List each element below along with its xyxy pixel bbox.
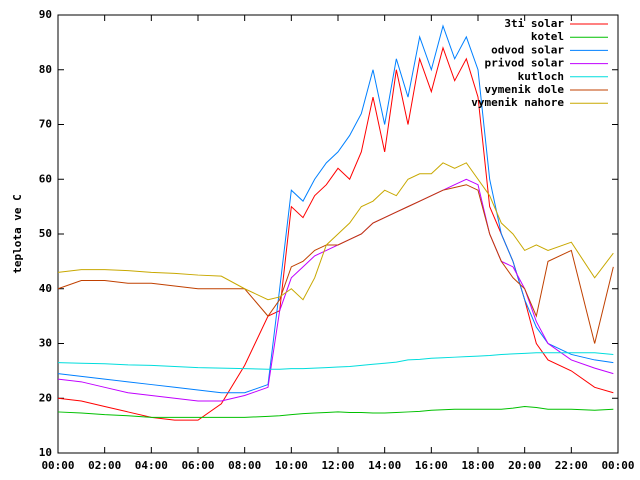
series-line: [57, 405, 614, 418]
series-line: [57, 24, 614, 394]
y-tick-label: 50: [39, 227, 52, 240]
x-tick-label: 02:00: [88, 459, 121, 472]
series-line: [57, 178, 614, 402]
y-axis-label: teplota ve C: [11, 194, 24, 273]
series-line: [57, 162, 614, 301]
x-tick-label: 04:00: [135, 459, 168, 472]
legend-label: kotel: [531, 30, 564, 43]
x-tick-label: 12:00: [321, 459, 354, 472]
y-tick-label: 90: [39, 8, 52, 21]
y-tick-label: 70: [39, 118, 52, 131]
legend-label: vymenik dole: [485, 83, 565, 96]
legend-label: odvod solar: [491, 43, 564, 56]
x-tick-label: 08:00: [228, 459, 261, 472]
x-tick-label: 20:00: [508, 459, 541, 472]
x-tick-label: 00:00: [601, 459, 634, 472]
x-tick-label: 18:00: [461, 459, 494, 472]
series-line: [57, 184, 614, 344]
y-tick-label: 80: [39, 63, 52, 76]
x-tick-label: 00:00: [41, 459, 74, 472]
x-tick-label: 10:00: [275, 459, 308, 472]
x-tick-label: 16:00: [415, 459, 448, 472]
x-tick-label: 06:00: [181, 459, 214, 472]
x-tick-label: 22:00: [555, 459, 588, 472]
y-tick-label: 40: [39, 282, 52, 295]
x-tick-label: 14:00: [368, 459, 401, 472]
y-tick-label: 20: [39, 391, 52, 404]
legend-label: kutloch: [518, 70, 564, 83]
legend-label: 3ti solar: [504, 17, 564, 30]
y-tick-label: 60: [39, 172, 52, 185]
legend-label: privod solar: [485, 57, 565, 70]
y-tick-label: 30: [39, 337, 52, 350]
legend-label: vymenik nahore: [471, 96, 564, 109]
y-tick-label: 10: [39, 446, 52, 459]
series-line: [57, 352, 614, 370]
